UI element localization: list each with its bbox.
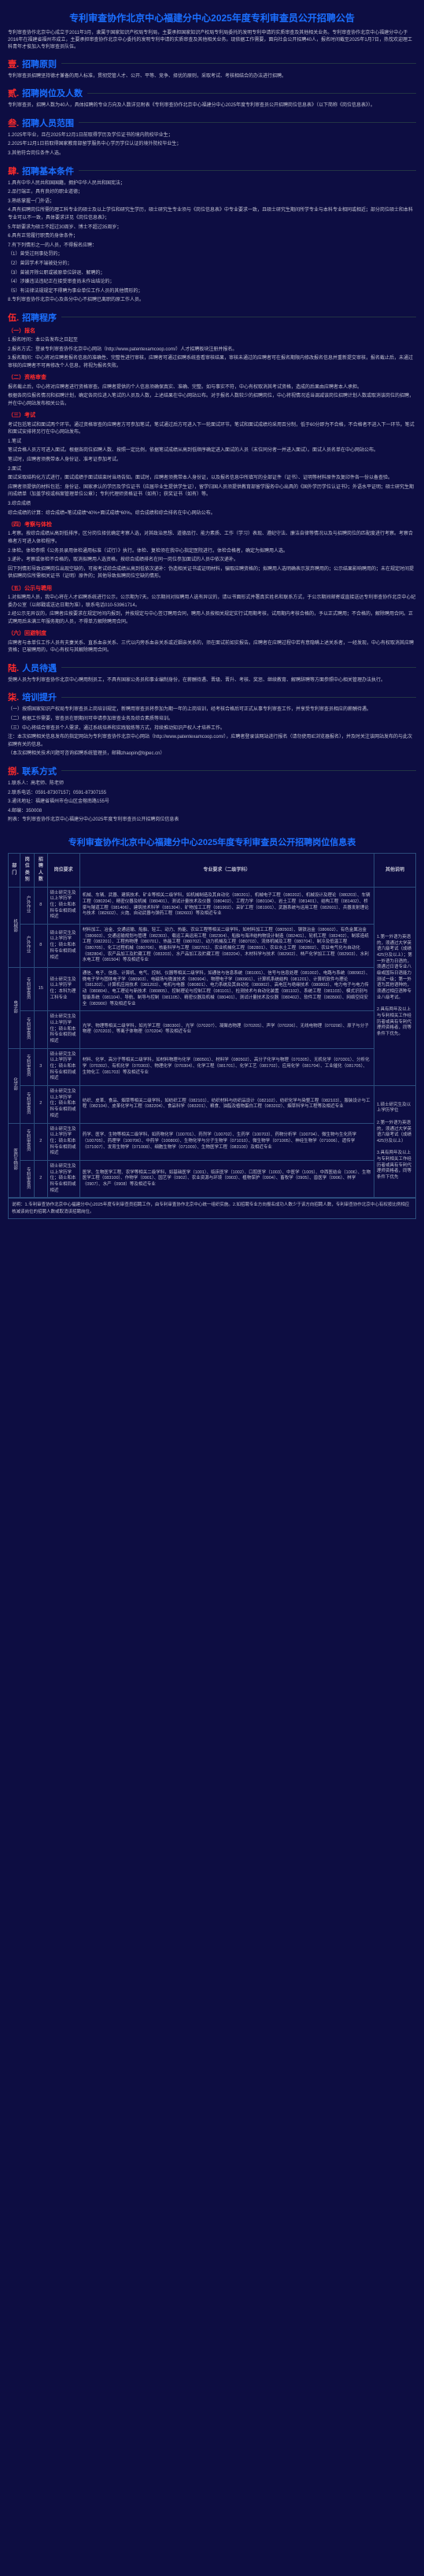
section-8-body: 1.联系人：高老师、陈老师2.联系电话：0591-87307157；0591-8… [8,780,416,825]
sec-num: 叁. [8,117,19,129]
rule [79,170,416,171]
table-title: 专利审查协作北京中心福建分中心2025年度专利审查员公开招聘岗位信息表 [8,836,416,848]
sec-title: 招聘岗位及人数 [22,87,83,99]
section-7-body: （一）按照国家知识产权局专利审查员上岗培训规定，新聘用审查员将参加为期一年的上岗… [8,706,416,758]
page-title: 专利审查协作北京中心福建分中心2025年度专利审查员公开招聘公告 [8,6,416,30]
table-footnote: 说明：1.专利审查协作北京中心福建分中心2025年度专利审查员招聘工作，由专利审… [8,1198,416,1219]
section-5-body: （一）报名1.报名时间：本公告发布之日起至2.报名方式：登录专利审查协作北京中心… [8,327,416,655]
sec-title: 培训提升 [22,691,57,703]
section-header-7: 柒. 培训提升 [8,691,416,703]
section-2-body: 专利审查员，招聘人数为40人，具体招聘的专业方向及人数详见附表《专利审查协作北京… [8,102,416,110]
table-row: 专利审查员 硕士研究生及以上学历学位；硕士和本科专业相同或相近 光学、物理等相关… [9,1011,416,1048]
sec-num: 壹. [8,57,19,70]
col-req: 岗位要求 [47,853,79,887]
section-header-4: 肆. 招聘基本条件 [8,165,416,177]
section-header-6: 陆. 人员待遇 [8,662,416,674]
rule [61,667,416,668]
section-3-body: 1.2025年毕业，且在2025年12月1日前取得学历及学位证书的境内院校毕业生… [8,132,416,158]
section-header-8: 捌. 联系方式 [8,765,416,777]
table-row: 电学部 专利审查员 15 硕士研究生及以上学历学位；本科为理工科专业 通信、电子… [9,968,416,1011]
positions-table: 部门 岗位类别 招聘人数 岗位要求 专业要求（二级学科） 其他说明 机械部 户外… [8,853,416,1198]
section-header-5: 伍. 招聘程序 [8,311,416,324]
sec-title: 招聘基本条件 [22,165,74,177]
sec-num: 贰. [8,87,19,99]
sec-num: 肆. [8,165,19,177]
sec-title: 招聘人员范围 [22,117,74,129]
col-cat: 岗位类别 [20,853,35,887]
section-header-3: 叁. 招聘人员范围 [8,117,416,129]
sec-title: 招聘原则 [22,57,57,70]
rule [61,697,416,698]
section-4-body: 1.具有中华人民共和国国籍，拥护中华人民共和国宪法；2.品行端正，具有良好的职业… [8,180,416,305]
col-num: 招聘人数 [35,853,47,887]
sec-title: 人员待遇 [22,662,57,674]
sec-num: 陆. [8,662,19,674]
table-row: 专利审查员 2 硕士研究生及以上学历学位；硕士和本科专业相同或相近 纺织、皮革、… [9,1086,416,1123]
col-dept: 部门 [9,853,20,887]
table-row: 专利审查员 2 硕士研究生及以上学历学位；硕士和本科专业相同或相近 医学、生物医… [9,1160,416,1197]
rule [87,93,416,94]
sec-title: 联系方式 [22,765,57,777]
section-6-body: 受聘人员为专利审查协作北京中心聘用制员工，不具有国家公务员和事业编制身份，在薪酬… [8,677,416,685]
sec-num: 捌. [8,765,19,777]
sec-num: 伍. [8,311,19,324]
table-row: 化学部 专利审查员 3 硕士研究生及以上学历学位；硕士和本科专业相同或相近 材料… [9,1048,416,1085]
section-header-1: 壹. 招聘原则 [8,57,416,70]
table-row: 机械部 户外作业 8 硕士研究生及以上学历学位；硕士和本科专业相同或相近 机械、… [9,887,416,924]
rule [61,63,416,64]
rule [61,770,416,771]
table-row: 医药生物部 专利审查员 2 硕士研究生及以上学历学位；硕士和本科专业相同或相近 … [9,1123,416,1160]
intro-text: 专利审查协作北京中心成立于2011年3月，隶属于国家知识产权局专利局，主要承担国… [8,30,416,51]
section-header-2: 贰. 招聘岗位及人数 [8,87,416,99]
sec-title: 招聘程序 [22,311,57,324]
col-spec: 专业要求（二级学科） [79,853,374,887]
table-header-row: 部门 岗位类别 招聘人数 岗位要求 专业要求（二级学科） 其他说明 [9,853,416,887]
table-row: 户外作业 8 硕士研究生及以上学历学位；硕士和本科专业相同或相近 材料加工、冶金… [9,924,416,967]
col-other: 其他说明 [374,853,416,887]
section-1-body: 专利审查员招聘坚持德才兼备的用人标准，贯彻党管人才、公开、平等、竞争、择优的原则… [8,73,416,81]
sec-num: 柒. [8,691,19,703]
rule [79,122,416,123]
